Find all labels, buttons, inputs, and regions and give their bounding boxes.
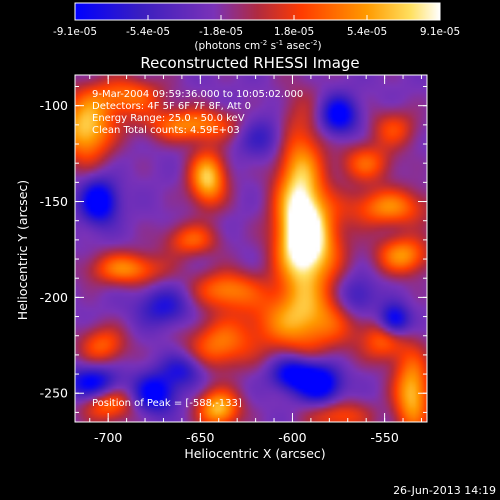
info-line-counts: Clean Total counts: 4.59E+03 (92, 125, 240, 136)
y-tick-label: -200 (40, 290, 68, 305)
x-axis-label: Heliocentric X (arcsec) (184, 446, 325, 461)
colorbar-tick-label: 5.4e-05 (347, 26, 387, 38)
footer-date: 26-Jun-2013 14:19 (393, 484, 496, 497)
info-line-time: 9-Mar-2004 09:59:36.000 to 10:05:02.000 (92, 89, 303, 100)
colorbar-tick-label: -9.1e-05 (53, 26, 97, 38)
colorbar-tick-label: -5.4e-05 (126, 26, 170, 38)
x-tick-label: -700 (94, 430, 122, 445)
plot-area (74, 74, 428, 423)
plot-frame (74, 74, 428, 423)
info-block: 9-Mar-2004 09:59:36.000 to 10:05:02.000 … (92, 89, 303, 136)
chart-title: Reconstructed RHESSI Image (140, 54, 359, 72)
y-tick-label: -150 (40, 194, 68, 209)
colorbar: -9.1e-05 -5.4e-05 -1.8e-05 1.8e-05 5.4e-05 9.… (53, 2, 460, 52)
x-tick-label: -600 (278, 430, 306, 445)
colorbar-tick-label: 9.1e-05 (420, 26, 460, 38)
y-tick-labels: -100 -150 -200 -250 (40, 98, 68, 401)
info-line-detectors: Detectors: 4F 5F 6F 7F 8F, Att 0 (92, 101, 251, 112)
x-tick-labels: -700 -650 -600 -550 (94, 430, 399, 445)
colorbar-tick-label: 1.8e-05 (274, 26, 314, 38)
info-line-energy: Energy Range: 25.0 - 50.0 keV (92, 113, 245, 124)
y-axis-label: Heliocentric Y (arcsec) (15, 180, 30, 320)
colorbar-tick-label: -1.8e-05 (199, 26, 243, 38)
x-tick-label: -550 (370, 430, 398, 445)
peak-position-label: Position of Peak = [-588,-133] (92, 398, 242, 409)
y-tick-label: -250 (40, 386, 68, 401)
colorbar-units: (photons cm-2 s-1 asec-2) (194, 39, 321, 52)
colorbar-ticks (74, 15, 441, 20)
axis-ticks (75, 75, 427, 422)
colorbar-tick-labels: -9.1e-05 -5.4e-05 -1.8e-05 1.8e-05 5.4e-05 9.… (53, 26, 460, 38)
x-tick-label: -650 (186, 430, 214, 445)
heatmap-image (75, 75, 427, 422)
colorbar-gradient (74, 2, 441, 21)
y-tick-label: -100 (40, 98, 68, 113)
